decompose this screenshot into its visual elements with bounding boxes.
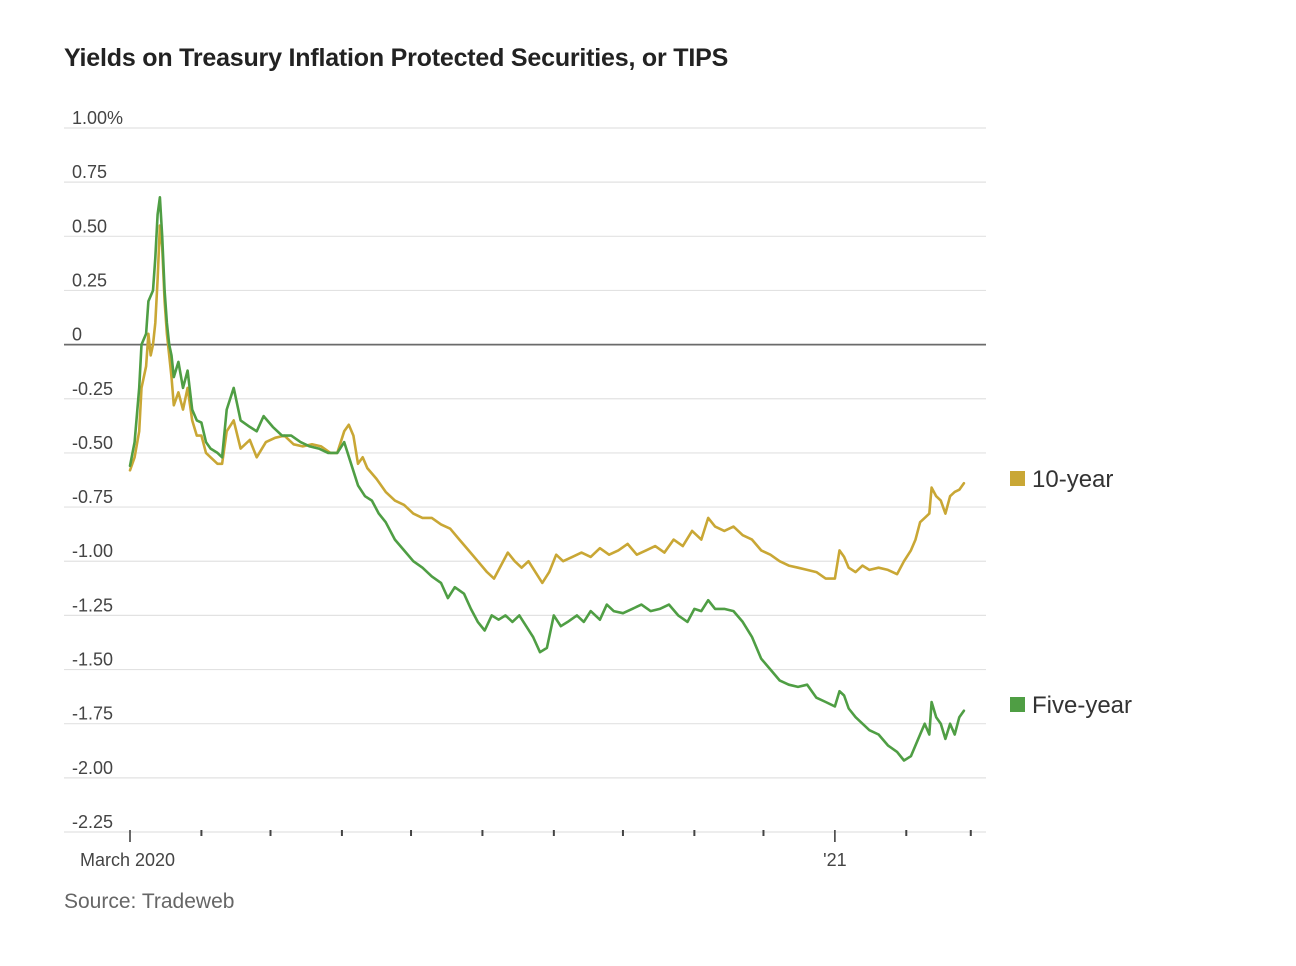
grid-lines (64, 127, 986, 833)
y-tick-label: 0.75 (72, 162, 107, 182)
x-axis: March 2020 '21 (80, 830, 972, 870)
legend-label: 10-year (1032, 466, 1113, 493)
y-tick-label: -2.25 (72, 812, 113, 832)
source-note: Source: Tradeweb (64, 890, 235, 913)
y-tick-label: -0.75 (72, 487, 113, 507)
y-tick-label: -2.00 (72, 758, 113, 778)
x-tick-label: March 2020 (80, 850, 175, 870)
series-line-five-year (128, 196, 966, 762)
y-tick-label: -1.75 (72, 704, 113, 724)
y-tick-label: -0.25 (72, 379, 113, 399)
chart-title: Yields on Treasury Inflation Protected S… (64, 44, 729, 72)
y-tick-label: 0.25 (72, 270, 107, 290)
y-tick-label: -0.50 (72, 433, 113, 453)
y-tick-label: -1.50 (72, 650, 113, 670)
series-line-10-year (128, 224, 966, 585)
y-tick-label: -1.25 (72, 595, 113, 615)
y-axis-tick-labels: 1.00% 0.75 0.50 0.25 0 -0.25 -0.50 -0.75 -1.00 -1… (72, 108, 123, 832)
legend-label: Five-year (1032, 692, 1132, 719)
y-tick-label: 0 (72, 325, 82, 345)
y-tick-label: -1.00 (72, 541, 113, 561)
legend-swatch (1010, 697, 1025, 712)
series-lines (128, 196, 966, 762)
y-tick-label: 1.00% (72, 108, 123, 128)
x-tick-label: '21 (823, 850, 846, 870)
legend: 10-year Five-year (1010, 466, 1132, 719)
legend-swatch (1010, 471, 1025, 486)
y-tick-label: 0.50 (72, 216, 107, 236)
